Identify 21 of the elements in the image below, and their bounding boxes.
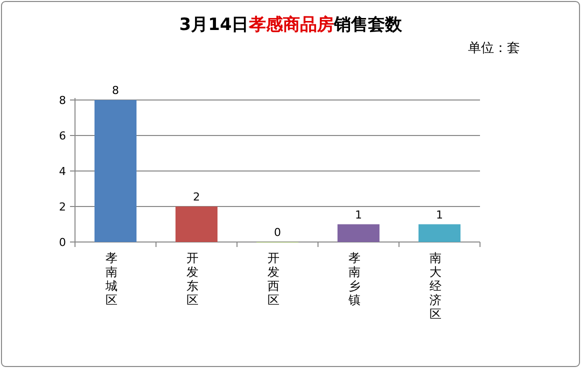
x-tick-label: 孝南乡镇 <box>348 251 360 307</box>
y-tick-label: 4 <box>59 165 66 178</box>
x-tick-label: 孝南城区 <box>104 251 118 307</box>
bar <box>338 224 380 242</box>
y-tick-label: 6 <box>59 130 66 142</box>
y-tick-label: 8 <box>59 94 66 107</box>
x-tick-label: 南大经济区 <box>430 251 442 321</box>
chart-title: 3月14日孝感商品房销售套数 <box>179 15 403 35</box>
x-tick-label: 开发东区 <box>186 251 198 307</box>
data-label: 1 <box>436 208 443 222</box>
bar <box>94 100 136 242</box>
y-tick-label: 0 <box>59 236 66 249</box>
bar <box>418 224 460 242</box>
data-label: 0 <box>274 226 281 239</box>
data-label: 8 <box>112 84 119 97</box>
x-tick-label: 开发西区 <box>268 251 280 307</box>
data-label: 1 <box>355 208 362 222</box>
data-label: 2 <box>193 190 200 204</box>
bar <box>176 206 218 242</box>
y-tick-label: 2 <box>59 200 66 214</box>
chart-subtitle: 单位：套 <box>468 41 520 56</box>
